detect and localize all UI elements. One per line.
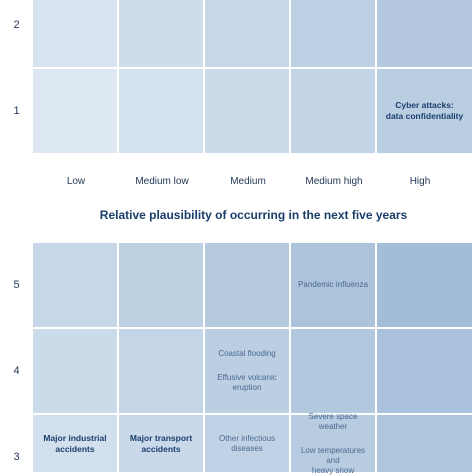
matrix-cell: Pandemic influenza <box>291 243 377 329</box>
risk-label: Major industrial accidents <box>43 432 107 454</box>
risk-label: Low temperatures and heavy snow <box>300 445 366 475</box>
risk-matrix-top: o Cyber attacks:data confidentiality 21 … <box>13 0 474 222</box>
risk-label: Pandemic influenza <box>298 280 368 289</box>
x-tick-label: Medium high <box>305 176 363 187</box>
matrix-cell <box>33 243 119 329</box>
matrix-cell: Coastal flooding Effusive volcanic eruptio… <box>205 329 291 415</box>
matrix-cell <box>33 329 119 415</box>
matrix-cell <box>377 243 474 329</box>
matrix-cell <box>377 0 474 69</box>
matrix-grid-bottom: Pandemic influenza Coastal flooding Effusi… <box>33 243 474 475</box>
matrix-cell <box>291 0 377 69</box>
risk-label: Coastal flooding <box>218 349 276 358</box>
matrix-cell <box>33 69 119 155</box>
matrix-cell <box>205 69 291 155</box>
risk-label: Other infectious diseases <box>218 433 276 453</box>
y-tick-label: 5 <box>13 279 20 291</box>
matrix-cell <box>119 329 205 415</box>
matrix-cell: Major industrial accidents <box>33 415 119 474</box>
matrix-cell <box>119 243 205 329</box>
y-tick-label: 2 <box>13 19 20 31</box>
matrix-cell <box>205 0 291 69</box>
matrix-cell <box>377 329 474 415</box>
matrix-cell <box>377 415 474 474</box>
x-axis-label: Relative plausibility of occurring in th… <box>99 208 408 222</box>
risk-label: Major transport accidents <box>129 432 193 454</box>
matrix-cell <box>291 329 377 415</box>
matrix-cell: Severe space weather Low temperatures and… <box>291 411 377 475</box>
y-tick-label: 4 <box>13 365 20 377</box>
matrix-cell: Cyber attacks: data confidentiality <box>377 69 474 155</box>
matrix-cell <box>291 69 377 155</box>
matrix-cell <box>119 69 205 155</box>
risk-label: Effusive volcanic eruption <box>217 373 277 392</box>
risk-label: Cyber attacks: data confidentiality <box>385 100 464 121</box>
risk-matrix-bottom: Pandemic influenza Coastal flooding Effusi… <box>0 243 474 475</box>
matrix-cell <box>119 0 205 69</box>
x-tick-label: High <box>409 176 431 187</box>
y-tick-label: 1 <box>13 105 20 117</box>
matrix-cell <box>205 243 291 329</box>
y-tick-label: 3 <box>13 451 20 463</box>
matrix-cell: Other infectious diseases <box>205 415 291 474</box>
x-tick-label: Low <box>66 176 86 187</box>
matrix-cell: Major transport accidents <box>119 415 205 474</box>
matrix-grid-top: Cyber attacks: data confidentiality <box>33 0 474 155</box>
x-tick-label: Medium low <box>135 176 189 187</box>
risk-label: Severe space weather <box>308 411 358 431</box>
x-tick-label: Medium <box>230 176 266 187</box>
matrix-cell <box>33 0 119 69</box>
